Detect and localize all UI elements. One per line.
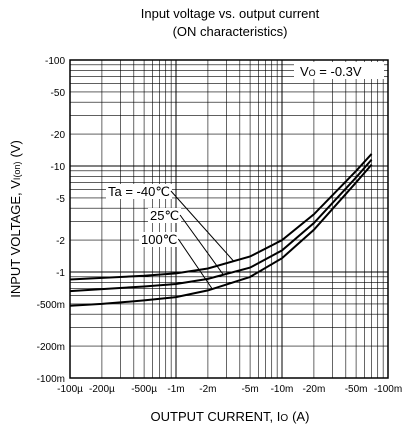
x-axis-title-sub: O: [280, 413, 288, 424]
y-tick-label: -2: [56, 236, 65, 247]
chart-title-line1: Input voltage vs. output current: [141, 6, 320, 21]
y-axis-title: INPUT VOLTAGE, VI(on) (V): [8, 140, 23, 298]
x-tick-label: -20m: [303, 384, 326, 395]
y-tick-label: -20: [51, 130, 66, 141]
condition-label: VO = -0.3V: [300, 64, 362, 79]
series-label-0: Ta = -40℃: [108, 184, 170, 199]
y-tick-labels: -100m -200m -500m -1 -2 -5 -10 -20 -50 -100: [37, 56, 66, 385]
series-label-1: 25℃: [150, 208, 179, 223]
series-label-bg-2: [139, 232, 180, 247]
y-tick-label: -100: [45, 56, 65, 67]
x-tick-label: -1m: [167, 384, 184, 395]
series-leader-0: [170, 190, 235, 262]
x-axis-title: OUTPUT CURRENT, IO (A): [151, 409, 310, 424]
series-line-0: [69, 153, 373, 281]
condition-value: = -0.3V: [316, 64, 362, 79]
plot-frame: [69, 59, 389, 379]
series-leader-1: [179, 214, 224, 276]
condition-sub: O: [309, 68, 316, 78]
x-tick-label: -50m: [345, 384, 368, 395]
series-leader-2: [177, 238, 213, 290]
condition-box: [294, 62, 384, 79]
series-label-bg-1: [148, 208, 182, 223]
x-tick-label: -100m: [374, 384, 402, 395]
series-labels: Ta = -40℃ 25℃ 100℃: [106, 184, 235, 290]
x-tick-label: -2m: [199, 384, 216, 395]
x-tick-labels: -100µ -200µ -500µ -1m -2m -5m -10m -20m -50m -100…: [57, 384, 402, 395]
series-label-bg-0: [106, 184, 172, 199]
x-tick-label: -100µ: [57, 384, 83, 395]
y-axis-title-main: INPUT VOLTAGE, V: [8, 180, 23, 298]
series-lines: [69, 153, 373, 307]
series-line-2: [69, 163, 373, 307]
y-tick-label: -200m: [37, 342, 65, 353]
series-line-1: [69, 158, 373, 293]
y-axis-title-sub: I(on): [12, 162, 22, 181]
y-tick-label: -100m: [37, 374, 65, 385]
chart-title-line2: (ON characteristics): [173, 24, 288, 39]
grid: [69, 60, 388, 379]
x-tick-label: -5m: [241, 384, 258, 395]
x-axis-title-main: OUTPUT CURRENT, I: [151, 409, 281, 424]
condition-v: V: [300, 64, 309, 79]
x-tick-label: -200µ: [89, 384, 115, 395]
y-tick-label: -5: [56, 194, 65, 205]
y-tick-label: -10: [51, 162, 66, 173]
x-axis-title-unit: (A): [292, 409, 309, 424]
y-tick-label: -50: [51, 88, 66, 99]
y-tick-label: -500m: [37, 300, 65, 311]
y-tick-label: -1: [56, 268, 65, 279]
y-axis-title-unit: (V): [8, 140, 23, 157]
x-tick-label: -10m: [271, 384, 294, 395]
series-label-2: 100℃: [141, 232, 177, 247]
x-tick-label: -500µ: [131, 384, 157, 395]
